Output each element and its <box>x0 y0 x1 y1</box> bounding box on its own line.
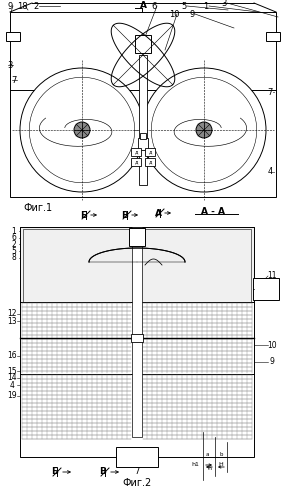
Text: 7: 7 <box>134 468 140 477</box>
Text: 12: 12 <box>7 309 17 318</box>
Bar <box>131 334 143 342</box>
Text: 5: 5 <box>11 247 16 255</box>
Circle shape <box>20 68 144 192</box>
Bar <box>131 148 141 156</box>
Text: 9: 9 <box>270 357 275 366</box>
Text: 3: 3 <box>7 60 13 69</box>
Bar <box>20 227 254 457</box>
Text: A: A <box>140 0 146 9</box>
Text: 5: 5 <box>181 1 187 10</box>
Bar <box>145 158 155 166</box>
Text: 15: 15 <box>7 366 17 376</box>
Circle shape <box>29 77 135 183</box>
Text: 6: 6 <box>11 234 16 243</box>
Text: 4: 4 <box>267 168 273 177</box>
Bar <box>129 228 145 246</box>
Bar <box>10 12 276 197</box>
Text: a: a <box>205 452 209 457</box>
Text: h1: h1 <box>191 463 199 468</box>
Text: 6: 6 <box>151 1 157 10</box>
Text: д: д <box>148 160 152 165</box>
Text: 1: 1 <box>12 227 16 236</box>
Bar <box>140 133 146 139</box>
Text: 13: 13 <box>7 316 17 325</box>
Text: A: A <box>154 209 162 218</box>
Text: Фиг.2: Фиг.2 <box>122 478 152 488</box>
Text: h: h <box>207 467 211 472</box>
Text: 7: 7 <box>267 87 273 96</box>
Text: A - A: A - A <box>201 208 225 217</box>
Text: 9: 9 <box>7 1 13 10</box>
Text: д: д <box>134 150 138 155</box>
Text: 2: 2 <box>33 1 39 10</box>
Bar <box>116 447 158 467</box>
Text: 4: 4 <box>9 381 14 390</box>
Text: 19: 19 <box>7 392 17 401</box>
Bar <box>138 138 148 150</box>
Text: В: В <box>100 468 106 477</box>
Text: д: д <box>148 150 152 155</box>
Text: 14: 14 <box>7 373 17 383</box>
Circle shape <box>142 68 266 192</box>
Bar <box>23 229 251 302</box>
Text: 7: 7 <box>11 75 17 84</box>
Bar <box>145 148 155 156</box>
Text: 18: 18 <box>17 1 27 10</box>
Text: 3: 3 <box>221 0 227 7</box>
Bar <box>253 278 279 300</box>
Bar <box>131 158 141 166</box>
Bar <box>266 32 280 41</box>
Text: 8: 8 <box>12 253 16 262</box>
Bar <box>139 55 147 185</box>
Text: Фиг.1: Фиг.1 <box>23 203 53 213</box>
Circle shape <box>196 122 212 138</box>
Text: b: b <box>219 452 223 457</box>
Text: 2: 2 <box>12 240 16 249</box>
Bar <box>135 35 151 53</box>
Text: Б: Б <box>51 468 58 477</box>
Text: 11: 11 <box>267 271 277 280</box>
Text: д: д <box>134 160 138 165</box>
Text: 16: 16 <box>7 351 17 360</box>
Text: 1: 1 <box>203 1 208 10</box>
Text: 10: 10 <box>169 9 179 18</box>
Text: 10: 10 <box>267 340 277 349</box>
Bar <box>20 227 254 302</box>
Text: Б: Б <box>81 211 88 220</box>
Bar <box>11 90 275 196</box>
Text: В: В <box>122 211 128 220</box>
Bar <box>6 32 20 41</box>
Bar <box>132 227 142 437</box>
Circle shape <box>151 77 257 183</box>
Text: 9: 9 <box>189 9 195 18</box>
Text: H: H <box>219 463 223 468</box>
Circle shape <box>74 122 90 138</box>
